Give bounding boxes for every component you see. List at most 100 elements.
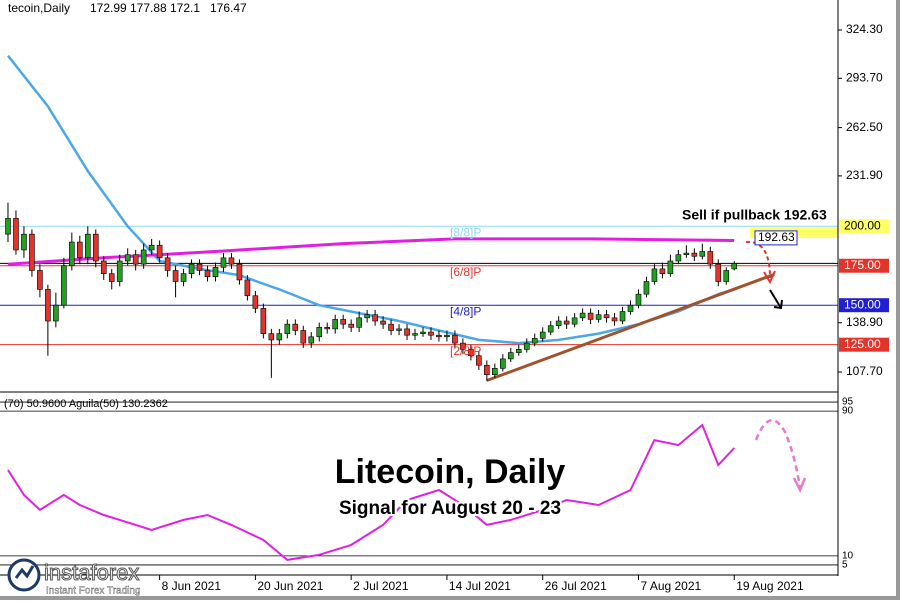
- target-tag: [754, 230, 798, 246]
- candle-body: [260, 308, 267, 334]
- candle-body: [236, 263, 243, 281]
- candle-body: [603, 314, 610, 319]
- arrow-head: [763, 270, 776, 285]
- candle-body: [364, 314, 370, 319]
- target-label: 192.63: [758, 230, 795, 244]
- candle-body: [611, 317, 618, 322]
- candle-body: [428, 331, 434, 336]
- level-name: [8/8]P: [450, 225, 481, 239]
- candle-body: [699, 251, 706, 257]
- candle-body: [61, 265, 67, 306]
- logo: instaforex Instant Forex Trading: [7, 558, 141, 597]
- candle-body: [675, 254, 682, 262]
- candle-body: [348, 323, 354, 328]
- candle-body: [531, 338, 538, 344]
- candle-body: [268, 333, 275, 341]
- price-tag: [839, 298, 889, 313]
- logo-icon: [7, 558, 41, 592]
- price-tag: [839, 219, 889, 234]
- candle-body: [420, 331, 426, 334]
- price-tag-label: 175.00: [844, 258, 881, 272]
- candle-body: [492, 368, 498, 375]
- candle-body: [108, 273, 115, 282]
- candle-body: [571, 317, 578, 325]
- logo-icon: [14, 565, 35, 579]
- candle-body: [412, 333, 418, 336]
- candle-body: [77, 241, 83, 259]
- candle-body: [220, 257, 227, 268]
- price-tag-label: 200.00: [844, 218, 881, 232]
- candle-body: [515, 349, 522, 353]
- candle-body: [228, 257, 235, 265]
- candle-body: [124, 254, 131, 262]
- candle-body: [579, 312, 586, 319]
- subtitle: Signal for August 20 - 23: [339, 498, 561, 519]
- plot-layer: [5, 54, 775, 561]
- arrow-head: [792, 477, 807, 494]
- candle-body: [172, 270, 179, 282]
- price-tag: [839, 337, 889, 352]
- candle-body: [476, 355, 482, 366]
- candle-body: [316, 327, 323, 338]
- candle-body: [691, 252, 698, 257]
- candle-body: [683, 252, 690, 255]
- y-tick-label: 231.90: [846, 168, 883, 182]
- down-arrow: [769, 289, 783, 310]
- candle-body: [555, 320, 562, 327]
- candle-body: [100, 260, 107, 274]
- x-tick-label: 8 Jun 2021: [162, 579, 222, 593]
- title: Litecoin, Daily: [335, 453, 566, 491]
- candle-body: [284, 323, 291, 334]
- candle-body: [731, 263, 738, 270]
- candle-body: [53, 304, 59, 322]
- candle-body: [460, 342, 466, 350]
- candle-body: [164, 257, 171, 271]
- candle-body: [627, 304, 634, 312]
- x-tick-label: 26 Jul 2021: [545, 579, 607, 593]
- level-name: [4/8]P: [450, 304, 481, 318]
- candle-body: [140, 249, 147, 265]
- candle-body: [332, 319, 339, 330]
- candle-body: [212, 267, 219, 278]
- brand: instaforex: [44, 560, 139, 585]
- candle-body: [396, 328, 402, 331]
- candle-body: [356, 317, 362, 328]
- x-tick-label: 20 Jun 2021: [257, 579, 323, 593]
- y-tick-label: 293.70: [846, 70, 883, 84]
- symbol: tecoin,Daily: [8, 1, 70, 15]
- candle-body: [436, 334, 442, 338]
- candle-body: [468, 349, 474, 357]
- grid-layer: [0, 29, 842, 580]
- price-tag-label: 150.00: [844, 297, 881, 311]
- candle-body: [324, 327, 331, 330]
- candle-body: [308, 336, 315, 344]
- candle-body: [116, 260, 123, 282]
- candle-body: [643, 281, 650, 295]
- candle-body: [444, 334, 450, 338]
- candle-body: [13, 218, 19, 251]
- candle-body: [84, 233, 91, 259]
- candle-body: [523, 342, 530, 350]
- candle-body: [132, 254, 139, 265]
- indicator-label: (70) 50.9600 Aguila(50) 130.2362: [4, 398, 168, 410]
- indicator-tick-label: 95: [842, 397, 854, 408]
- y-tick-label: 262.50: [846, 120, 883, 134]
- candle-body: [180, 273, 187, 282]
- candle-body: [651, 268, 658, 282]
- candle-body: [539, 331, 546, 339]
- ohlc-low: 172.1: [170, 1, 200, 15]
- x-tick-label: 14 Jul 2021: [449, 579, 511, 593]
- candle-body: [723, 270, 730, 282]
- y-tick-label: 324.30: [846, 22, 883, 36]
- candle-body: [244, 279, 251, 297]
- indicator-tick-label: 5: [842, 560, 848, 571]
- candle-body: [659, 268, 666, 274]
- ohlc-high: 177.88: [130, 1, 167, 15]
- overlay-line: [486, 272, 775, 382]
- candle-body: [188, 263, 195, 274]
- candle-body: [388, 323, 394, 331]
- x-tick-label: 7 Aug 2021: [640, 579, 701, 593]
- y-tick-label: 138.90: [846, 315, 883, 329]
